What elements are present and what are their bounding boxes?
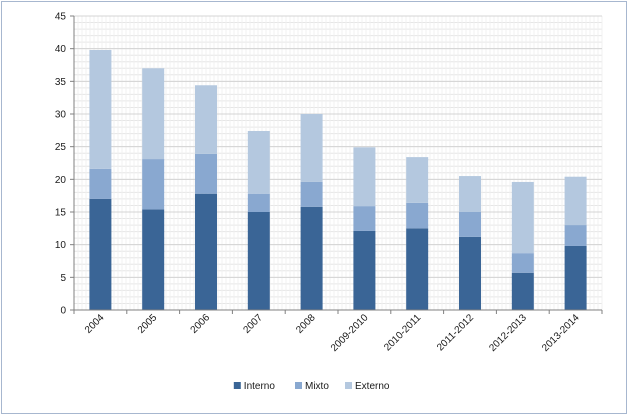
y-tick-label: 5 [60, 273, 66, 284]
x-tick-label: 2013-2014 [540, 312, 582, 354]
x-tick-label: 2004 [83, 312, 107, 336]
legend-swatch-mixto [295, 382, 302, 389]
bar-interno-2005 [142, 209, 165, 310]
bar-externo-2013-2014 [564, 176, 587, 226]
x-tick-label: 2007 [241, 312, 265, 336]
x-tick-label: 2009-2010 [329, 312, 371, 354]
y-tick-label: 30 [55, 110, 67, 121]
bar-mixto-2009-2010 [353, 206, 376, 231]
bar-externo-2006 [195, 85, 217, 154]
bar-interno-2009-2010 [353, 230, 376, 310]
y-tick-label: 10 [55, 240, 67, 251]
legend: Interno Mixto Externo [233, 381, 390, 392]
y-tick-label: 45 [55, 12, 67, 23]
bar-mixto-2013-2014 [564, 225, 587, 246]
bar-mixto-2010-2011 [406, 202, 429, 229]
bar-interno-2010-2011 [406, 228, 429, 310]
bar-interno-2006 [195, 193, 217, 310]
bars [89, 49, 587, 310]
x-tick-label: 2006 [189, 312, 213, 336]
bar-mixto-2006 [195, 153, 217, 194]
bar-interno-2012-2013 [511, 272, 534, 310]
bar-mixto-2011-2012 [459, 212, 481, 237]
bar-interno-2008 [300, 206, 323, 310]
legend-label-mixto: Mixto [305, 381, 329, 392]
x-tick-label: 2010-2011 [382, 312, 423, 353]
bar-externo-2009-2010 [353, 147, 376, 207]
x-tick-label: 2011-2012 [435, 312, 476, 353]
bar-externo-2011-2012 [459, 176, 481, 212]
y-tick-labels: 0 5 10 15 20 25 30 35 40 45 [55, 12, 67, 317]
legend-swatch-externo [345, 382, 352, 389]
x-tick-labels: 2004 2005 2006 2007 2008 2009-2010 2010-2011 20… [83, 312, 582, 354]
bar-mixto-2005 [142, 159, 165, 210]
bar-externo-2005 [142, 68, 165, 160]
bar-externo-2004 [89, 49, 112, 169]
y-tick-label: 40 [55, 44, 67, 55]
bar-externo-2008 [300, 114, 323, 182]
legend-swatch-interno [233, 382, 241, 389]
y-tick-label: 20 [55, 175, 67, 186]
y-tick-label: 35 [55, 77, 67, 88]
y-tick-label: 15 [55, 208, 67, 219]
y-tick-label: 0 [60, 306, 66, 317]
bar-mixto-2004 [89, 168, 112, 199]
x-tick-label: 2012-2013 [487, 312, 529, 354]
legend-label-externo: Externo [355, 381, 390, 392]
bar-mixto-2007 [247, 193, 270, 212]
y-tick-label: 25 [55, 142, 67, 153]
bar-externo-2012-2013 [511, 181, 534, 254]
axes [70, 15, 603, 314]
bar-interno-2007 [247, 212, 270, 310]
bar-mixto-2008 [300, 181, 323, 207]
bar-interno-2013-2014 [564, 245, 587, 310]
legend-label-interno: Interno [244, 381, 276, 392]
bar-interno-2004 [89, 198, 112, 310]
x-tick-label: 2005 [136, 312, 160, 336]
bar-interno-2011-2012 [459, 236, 481, 310]
bar-externo-2010-2011 [406, 157, 429, 203]
bar-externo-2007 [247, 130, 270, 194]
bar-mixto-2012-2013 [511, 253, 534, 273]
x-tick-label: 2008 [294, 312, 318, 336]
